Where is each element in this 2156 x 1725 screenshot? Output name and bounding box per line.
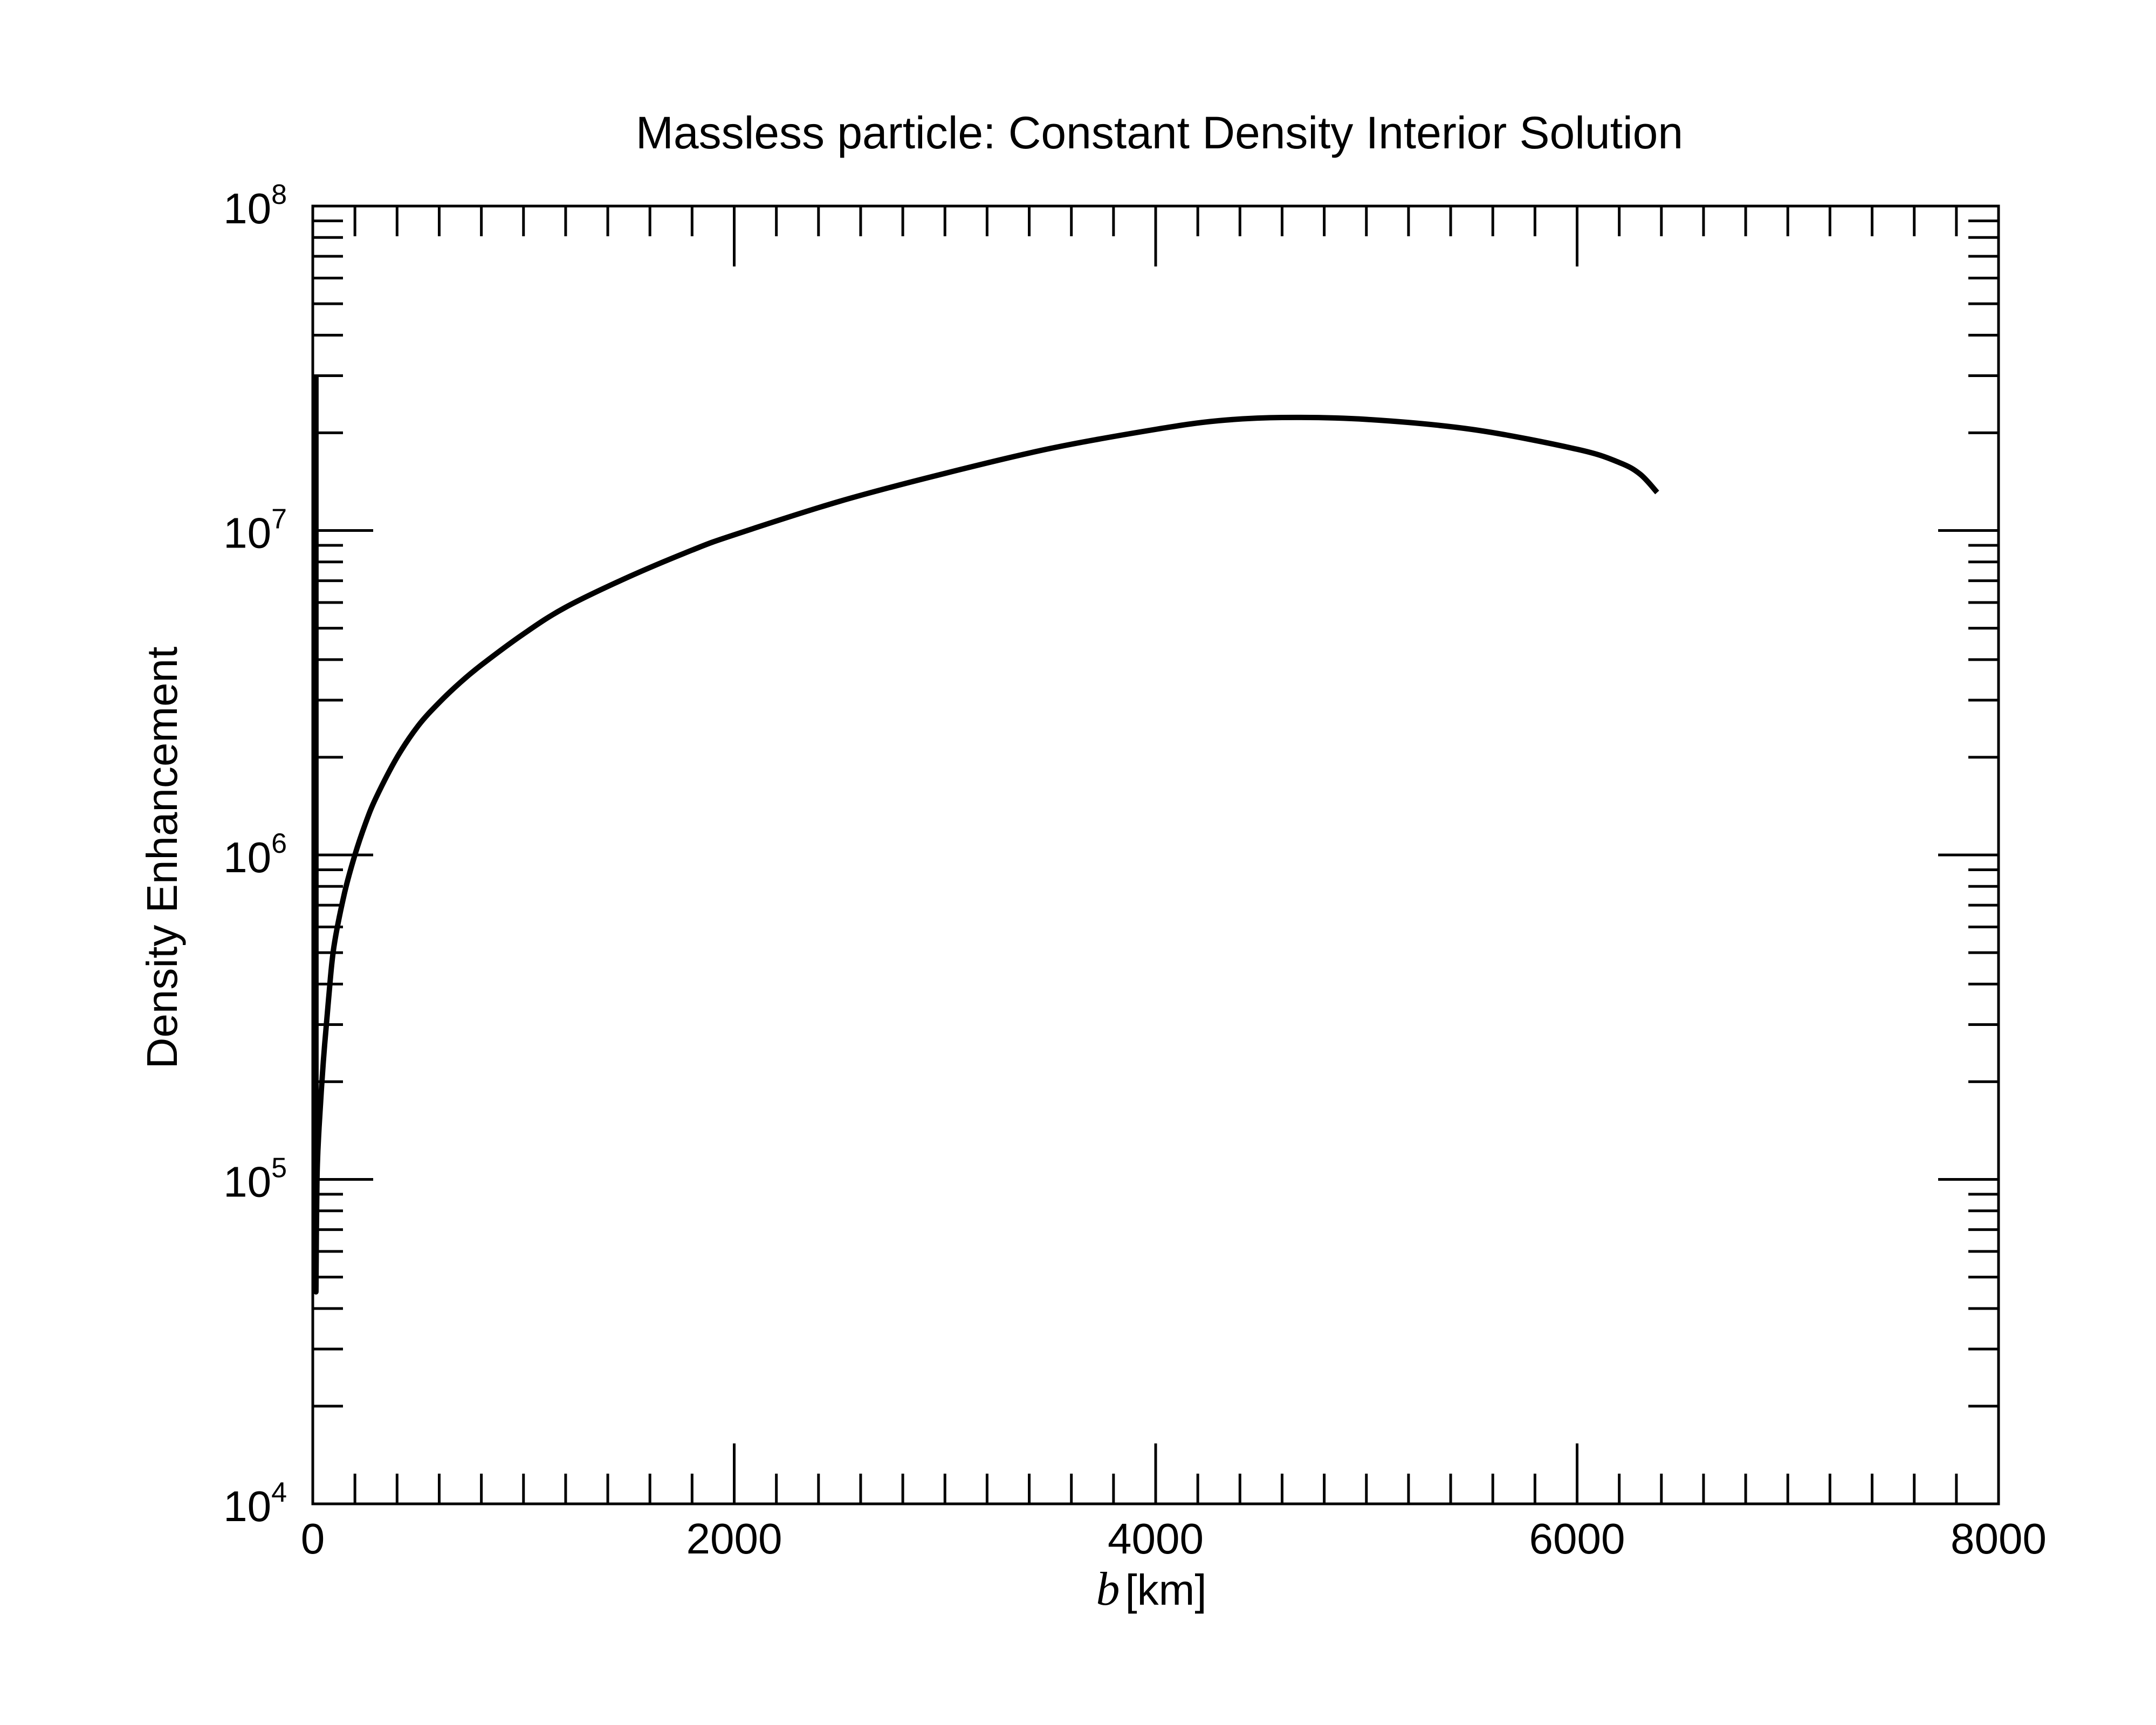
ticks-layer (311, 204, 2000, 1505)
y-tick-exponent: 4 (271, 1477, 287, 1508)
y-tick-exponent: 6 (271, 828, 287, 859)
density-curve (313, 375, 1659, 1295)
y-tick-label: 104 (223, 1477, 287, 1530)
y-axis-label: Density Enhancement (138, 647, 186, 1069)
x-tick-label: 6000 (1529, 1515, 1625, 1563)
series-layer (313, 375, 1659, 1295)
y-tick-base: 10 (223, 833, 271, 881)
y-tick-base: 10 (223, 509, 271, 557)
y-tick-base: 10 (223, 1158, 271, 1206)
plot-frame (311, 204, 2000, 1505)
y-tick-base: 10 (223, 1482, 271, 1530)
y-tick-label: 107 (223, 504, 287, 557)
x-tick-label: 4000 (1108, 1515, 1204, 1563)
y-tick-exponent: 5 (271, 1153, 287, 1184)
x-axis-variable: b (1096, 1563, 1120, 1616)
y-tick-label: 105 (223, 1153, 287, 1206)
x-axis-unit: [km] (1125, 1566, 1206, 1614)
x-axis-label: b [km] (1096, 1563, 1206, 1616)
axes-layer (311, 204, 2000, 1505)
y-tick-label: 108 (223, 179, 287, 232)
chart-title: Massless particle: Constant Density Inte… (636, 107, 1683, 158)
y-tick-exponent: 8 (271, 179, 287, 210)
x-tick-label: 2000 (686, 1515, 782, 1563)
x-tick-label: 8000 (1951, 1515, 2047, 1563)
y-tick-label: 106 (223, 828, 287, 881)
y-tick-exponent: 7 (271, 504, 287, 535)
x-tick-label: 0 (301, 1515, 325, 1563)
y-tick-base: 10 (223, 184, 271, 232)
